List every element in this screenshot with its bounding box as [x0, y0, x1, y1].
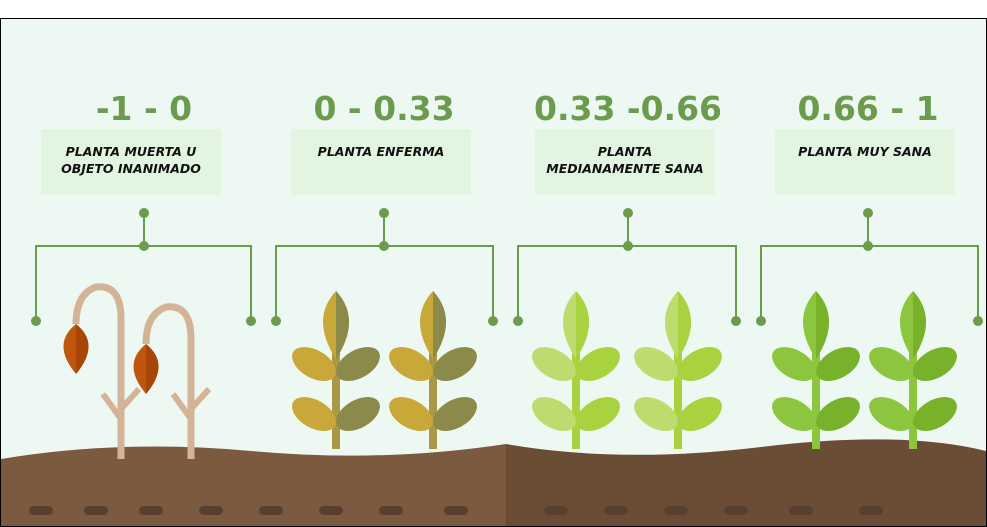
- leaf: [913, 346, 957, 382]
- stem: [429, 309, 437, 449]
- stem: [674, 309, 682, 449]
- range-label: PLANTA MUERTA U OBJETO INANIMADO: [41, 129, 221, 195]
- leaf: [389, 346, 433, 382]
- dead-leaf-shade: [76, 324, 89, 374]
- soil-dash: [379, 506, 403, 515]
- leaf: [816, 291, 829, 359]
- range-label: PLANTA MEDIANAMENTE SANA: [535, 129, 715, 195]
- stem: [332, 309, 340, 449]
- range-value: 0 - 0.33: [313, 89, 455, 128]
- connector: [760, 213, 979, 319]
- connector-dot: [513, 316, 523, 326]
- soil-dash: [444, 506, 468, 515]
- leaf: [336, 291, 349, 359]
- connector-dot: [863, 241, 873, 251]
- leaf: [678, 346, 722, 382]
- leaf: [869, 346, 913, 382]
- leaf: [433, 291, 446, 359]
- connector: [517, 213, 737, 319]
- connector-dot: [973, 316, 983, 326]
- leaf: [336, 346, 380, 382]
- leaf: [576, 396, 620, 432]
- soil-dash: [199, 506, 223, 515]
- leaf: [634, 396, 678, 432]
- soil-dash: [604, 506, 628, 515]
- soil-dash: [259, 506, 283, 515]
- connector-dot: [246, 316, 256, 326]
- drawing: [1, 208, 986, 526]
- leaf: [389, 396, 433, 432]
- connector-dot: [379, 241, 389, 251]
- soil-dash: [29, 506, 53, 515]
- dead-stem: [72, 283, 125, 459]
- connector-dot: [488, 316, 498, 326]
- leaf: [913, 291, 926, 359]
- leaf: [576, 346, 620, 382]
- connector-dot: [31, 316, 41, 326]
- connector-dot: [139, 241, 149, 251]
- dead-leaf-shade: [146, 344, 159, 394]
- leaf: [532, 396, 576, 432]
- leaf: [433, 346, 477, 382]
- connector-dot: [623, 208, 633, 218]
- leaf: [816, 396, 860, 432]
- range-value: -1 - 0: [95, 89, 193, 128]
- leaf: [532, 346, 576, 382]
- soil-dash: [84, 506, 108, 515]
- connector: [35, 213, 252, 319]
- stem: [572, 309, 580, 449]
- leaf: [816, 346, 860, 382]
- connector-dot: [623, 241, 633, 251]
- infographic: -1 - 0 PLANTA MUERTA U OBJETO INANIMADO 0 …: [0, 18, 987, 527]
- connector-dot: [731, 316, 741, 326]
- leaf: [292, 396, 336, 432]
- soil-dash: [319, 506, 343, 515]
- leaf: [336, 396, 380, 432]
- range-label: PLANTA ENFERMA: [291, 129, 471, 195]
- leaf: [772, 346, 816, 382]
- connector-dot: [863, 208, 873, 218]
- soil-dash: [544, 506, 568, 515]
- leaf: [634, 346, 678, 382]
- leaf: [678, 396, 722, 432]
- leaf: [433, 396, 477, 432]
- connector-dot: [756, 316, 766, 326]
- leaf: [576, 291, 589, 359]
- soil-right: [506, 439, 986, 526]
- connector-dot: [271, 316, 281, 326]
- range-value: 0.33 -0.66: [533, 89, 723, 128]
- stem: [812, 309, 820, 449]
- dead-stem: [142, 303, 195, 459]
- leaf: [772, 396, 816, 432]
- leaf: [913, 396, 957, 432]
- soil-dash: [139, 506, 163, 515]
- soil-dash: [724, 506, 748, 515]
- leaf: [869, 396, 913, 432]
- range-label: PLANTA MUY SANA: [775, 129, 955, 195]
- range-value: 0.66 - 1: [797, 89, 939, 128]
- connector-dot: [379, 208, 389, 218]
- soil-left: [1, 444, 506, 526]
- connector: [275, 213, 494, 319]
- connector-dot: [139, 208, 149, 218]
- dead-branch: [170, 386, 212, 421]
- dead-branch: [100, 386, 142, 421]
- soil-dash: [664, 506, 688, 515]
- stem: [909, 309, 917, 449]
- soil-dash: [859, 506, 883, 515]
- leaf: [292, 346, 336, 382]
- leaf: [678, 291, 691, 359]
- soil-dash: [789, 506, 813, 515]
